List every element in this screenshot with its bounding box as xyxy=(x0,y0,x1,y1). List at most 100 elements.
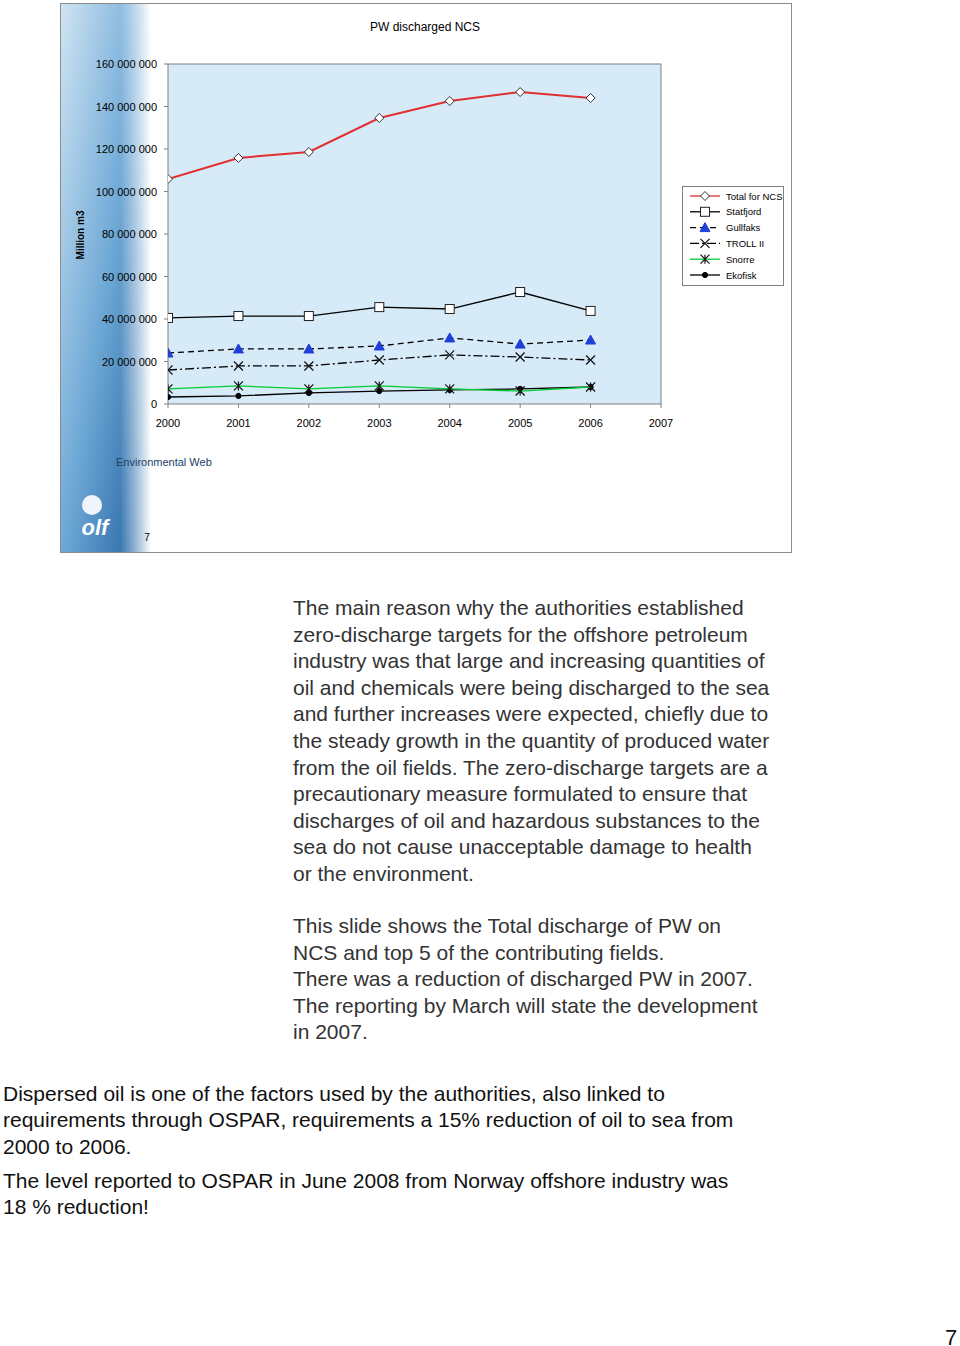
body-line: Dispersed oil is one of the factors used… xyxy=(3,1082,665,1105)
marker-square xyxy=(586,306,595,315)
x-tick xyxy=(308,404,309,408)
legend-label: TROLL II xyxy=(726,238,764,249)
x-tick-label: 2003 xyxy=(367,417,391,429)
marker-x xyxy=(445,350,454,359)
page: PW discharged NCS020 000 00040 000 00060… xyxy=(0,0,960,1346)
x-tick xyxy=(238,404,239,408)
marker-star xyxy=(304,384,313,393)
x-tick-label: 2004 xyxy=(437,417,461,429)
plot-area xyxy=(168,64,661,404)
marker-star xyxy=(586,383,595,392)
marker-triangle xyxy=(586,335,596,344)
marker-triangle xyxy=(515,339,525,348)
x-tick xyxy=(168,404,169,408)
y-tick xyxy=(164,361,168,362)
marker-square xyxy=(445,305,454,314)
y-tick-label: 60 000 000 xyxy=(102,271,157,283)
marker-star xyxy=(445,384,454,393)
marker-square xyxy=(168,313,173,322)
note-line: sea do not cause unacceptable damage to … xyxy=(293,835,752,858)
y-tick-label: 160 000 000 xyxy=(96,58,157,70)
marker-diamond xyxy=(701,192,710,201)
note-line: or the environment. xyxy=(293,862,474,885)
note-line: The main reason why the authorities esta… xyxy=(293,596,744,619)
note-line: in 2007. xyxy=(293,1020,368,1043)
marker-triangle xyxy=(374,341,384,350)
x-tick-label: 2002 xyxy=(297,417,321,429)
marker-diamond xyxy=(586,94,595,103)
y-tick xyxy=(164,404,168,405)
marker-diamond xyxy=(375,113,384,122)
legend-label: Total for NCS xyxy=(726,191,783,202)
series-line xyxy=(168,292,591,318)
marker-x xyxy=(701,239,710,248)
x-tick-label: 2006 xyxy=(578,417,602,429)
legend-label: Statfjord xyxy=(726,206,761,217)
marker-triangle xyxy=(445,333,455,342)
x-tick xyxy=(661,404,662,408)
series-line xyxy=(168,92,591,179)
logo-circle xyxy=(82,495,102,515)
note-line: industry was that large and increasing q… xyxy=(293,649,765,672)
marker-square xyxy=(701,207,710,216)
y-tick xyxy=(164,106,168,107)
marker-x xyxy=(375,356,384,365)
marker-triangle xyxy=(233,344,243,353)
y-tick xyxy=(164,234,168,235)
plot-marks xyxy=(168,88,596,400)
marker-star xyxy=(168,384,173,393)
marker-diamond xyxy=(304,147,313,156)
x-tick xyxy=(520,404,521,408)
y-tick xyxy=(164,64,168,65)
note-line: The reporting by March will state the de… xyxy=(293,994,758,1017)
note-line: This slide shows the Total discharge of … xyxy=(293,914,721,937)
y-tick-label: 80 000 000 xyxy=(102,228,157,240)
marker-square xyxy=(375,303,384,312)
x-tick-label: 2001 xyxy=(226,417,250,429)
marker-x xyxy=(516,353,525,362)
x-tick-label: 2000 xyxy=(156,417,180,429)
marker-square xyxy=(234,312,243,321)
legend-label: Ekofisk xyxy=(726,270,757,281)
x-tick xyxy=(590,404,591,408)
marker-x xyxy=(168,366,173,375)
note-line: discharges of oil and hazardous substanc… xyxy=(293,809,760,832)
body-line: 18 % reduction! xyxy=(3,1195,149,1218)
slide-footer: Environmental Web xyxy=(116,456,212,468)
marker-star xyxy=(234,381,243,390)
marker-triangle xyxy=(168,348,173,357)
marker-square xyxy=(516,288,525,297)
marker-circle xyxy=(168,394,171,399)
body-line: 2000 to 2006. xyxy=(3,1135,131,1158)
x-tick-label: 2007 xyxy=(649,417,673,429)
series-line xyxy=(168,355,591,370)
slide-number: 7 xyxy=(144,532,150,543)
marker-diamond xyxy=(168,174,173,183)
x-tick xyxy=(379,404,380,408)
x-tick-label: 2005 xyxy=(508,417,532,429)
body-line: requirements through OSPAR, requirements… xyxy=(3,1108,733,1131)
marker-square xyxy=(304,312,313,321)
chart-title: PW discharged NCS xyxy=(370,20,480,34)
y-tick-label: 140 000 000 xyxy=(96,101,157,113)
y-tick xyxy=(164,319,168,320)
marker-diamond xyxy=(516,88,525,97)
note-line: and further increases were expected, chi… xyxy=(293,702,768,725)
y-tick-label: 40 000 000 xyxy=(102,313,157,325)
note-line: zero-discharge targets for the offshore … xyxy=(293,623,748,646)
logo-text: olf xyxy=(82,515,112,540)
legend-box xyxy=(683,187,784,286)
note-line: There was a reduction of discharged PW i… xyxy=(293,967,753,990)
y-tick-label: 20 000 000 xyxy=(102,356,157,368)
note-line: NCS and top 5 of the contributing fields… xyxy=(293,941,664,964)
marker-star xyxy=(516,387,525,396)
marker-triangle xyxy=(304,344,314,353)
marker-star xyxy=(375,381,384,390)
note-line: oil and chemicals were being discharged … xyxy=(293,676,770,699)
y-axis-label: Million m3 xyxy=(75,210,86,259)
note-line: from the oil fields. The zero-discharge … xyxy=(293,756,768,779)
marker-x xyxy=(304,361,313,370)
y-tick xyxy=(164,191,168,192)
legend-label: Gullfaks xyxy=(726,222,761,233)
page-number: 7 xyxy=(945,1325,957,1346)
